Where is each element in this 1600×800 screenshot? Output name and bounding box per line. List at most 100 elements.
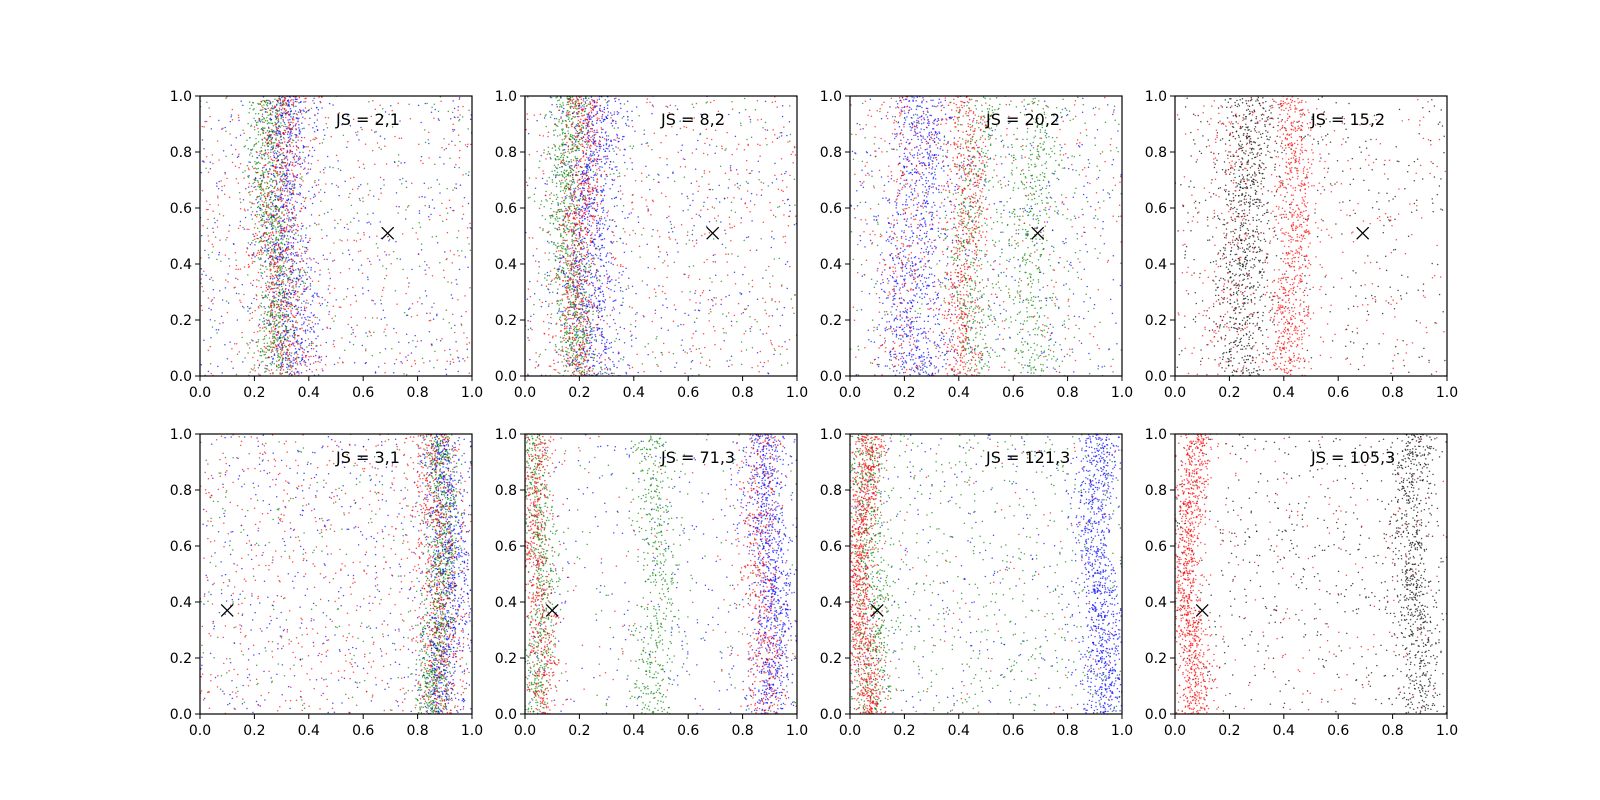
scatter-point — [344, 181, 346, 183]
scatter-point — [275, 207, 277, 209]
scatter-point — [425, 290, 427, 292]
scatter-point — [286, 144, 288, 146]
scatter-point — [208, 240, 210, 242]
scatter-point — [276, 361, 278, 363]
scatter-point — [278, 126, 280, 128]
scatter-point — [285, 162, 287, 164]
scatter-point — [282, 232, 284, 234]
scatter-point — [451, 282, 453, 284]
scatter-point — [281, 237, 283, 239]
scatter-point — [286, 311, 288, 313]
scatter-point — [713, 238, 715, 240]
scatter-point — [259, 305, 261, 307]
scatter-point — [562, 150, 564, 152]
scatter-point — [321, 238, 323, 240]
scatter-point — [227, 312, 229, 314]
scatter-point — [279, 312, 281, 314]
scatter-point — [212, 243, 214, 245]
scatter-point — [565, 190, 567, 192]
scatter-point — [551, 203, 553, 205]
scatter-point — [289, 134, 291, 136]
scatter-point — [570, 159, 572, 161]
scatter-point — [285, 288, 287, 290]
scatter-point — [584, 111, 586, 113]
scatter-point — [294, 234, 296, 236]
scatter-point — [237, 279, 239, 281]
scatter-point — [272, 204, 274, 206]
scatter-point — [290, 266, 292, 268]
scatter-point — [330, 136, 332, 138]
scatter-point — [279, 309, 281, 311]
scatter-point — [276, 127, 278, 129]
scatter-point — [296, 282, 298, 284]
scatter-point — [570, 302, 572, 304]
scatter-point — [291, 271, 293, 273]
scatter-point — [280, 126, 282, 128]
scatter-point — [283, 181, 285, 183]
scatter-point — [359, 200, 361, 202]
scatter-point — [318, 192, 320, 194]
scatter-point — [270, 352, 272, 354]
scatter-point — [622, 359, 624, 361]
scatter-point — [292, 190, 294, 192]
scatter-point — [779, 136, 781, 138]
scatter-point — [297, 230, 299, 232]
scatter-point — [357, 160, 359, 162]
scatter-point — [356, 325, 358, 327]
scatter-point — [296, 202, 298, 204]
scatter-point — [600, 373, 602, 375]
scatter-point — [290, 311, 292, 313]
scatter-point — [272, 312, 274, 314]
scatter-point — [644, 129, 646, 131]
scatter-point — [698, 348, 700, 350]
scatter-point — [560, 183, 562, 185]
scatter-point — [287, 279, 289, 281]
scatter-point — [272, 131, 274, 133]
scatter-point — [465, 256, 467, 258]
scatter-point — [307, 146, 309, 148]
scatter-point — [279, 181, 281, 183]
scatter-point — [455, 279, 457, 281]
scatter-point — [294, 178, 296, 180]
scatter-point — [451, 141, 453, 143]
scatter-point — [456, 350, 458, 352]
scatter-point — [264, 225, 266, 227]
scatter-point — [297, 254, 299, 256]
scatter-point — [293, 166, 295, 168]
scatter-point — [285, 230, 287, 232]
scatter-point — [539, 160, 541, 162]
scatter-point — [655, 357, 657, 359]
scatter-point — [284, 321, 286, 323]
scatter-point — [386, 324, 388, 326]
scatter-point — [613, 173, 615, 175]
scatter-point — [260, 240, 262, 242]
scatter-point — [262, 226, 264, 228]
scatter-point — [269, 208, 271, 210]
scatter-point — [262, 132, 264, 134]
scatter-point — [270, 256, 272, 258]
scatter-point — [277, 337, 279, 339]
scatter-point — [301, 280, 303, 282]
scatter-point — [355, 336, 357, 338]
scatter-point — [567, 255, 569, 257]
scatter-point — [269, 191, 271, 193]
scatter-point — [269, 292, 271, 294]
scatter-point — [312, 139, 314, 141]
scatter-point — [310, 363, 312, 365]
scatter-point — [787, 261, 789, 263]
scatter-point — [201, 172, 203, 174]
scatter-point — [273, 180, 275, 182]
scatter-point — [416, 314, 418, 316]
scatter-point — [272, 111, 274, 113]
scatter-point — [466, 337, 468, 339]
scatter-point — [254, 129, 256, 131]
scatter-point — [558, 311, 560, 313]
scatter-point — [263, 166, 265, 168]
scatter-point — [386, 275, 388, 277]
scatter-point — [283, 266, 285, 268]
scatter-point — [459, 141, 461, 143]
scatter-point — [279, 248, 281, 250]
scatter-point — [231, 348, 233, 350]
scatter-point — [279, 198, 281, 200]
scatter-point — [555, 281, 557, 283]
